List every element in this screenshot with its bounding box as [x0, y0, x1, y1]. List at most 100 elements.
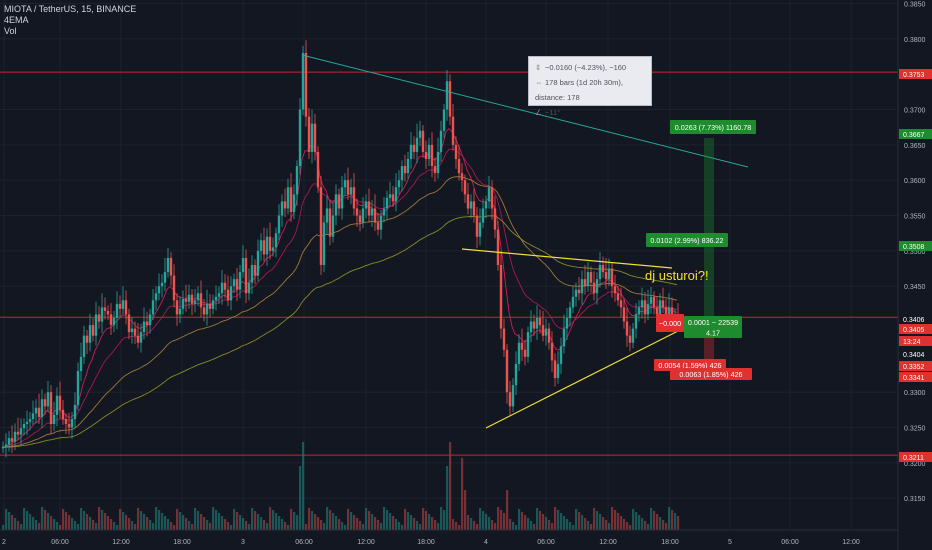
candle-body: [184, 298, 188, 302]
volume-bar: [146, 517, 149, 530]
volume-bar: [284, 522, 287, 530]
price-axis-label: 0.3406: [903, 317, 925, 324]
volume-bar: [53, 519, 56, 530]
x-tick-label: 12:00: [842, 539, 860, 546]
x-tick-label: 2: [2, 539, 6, 546]
candle-body: [145, 321, 149, 326]
volume-bar: [272, 510, 275, 530]
candle-body: [208, 303, 212, 309]
candle-body: [328, 208, 332, 237]
candle-body: [148, 314, 152, 326]
volume-bar: [584, 518, 587, 530]
price-axis-label: 0.3405: [903, 327, 925, 334]
volume-bar: [290, 509, 293, 530]
ema-indicator-label[interactable]: 4EMA: [4, 15, 29, 25]
trade-label-text: 0.0102 (2.99%) 836.22: [650, 236, 723, 245]
candle-body: [82, 335, 86, 357]
candle-body: [244, 257, 248, 294]
candle-body: [430, 144, 434, 167]
candle-body: [52, 414, 56, 424]
volume-bar: [326, 507, 329, 530]
candle-body: [655, 307, 659, 315]
volume-bar: [416, 521, 419, 530]
candle-body: [163, 272, 167, 283]
volume-bar: [392, 516, 395, 530]
candle-body: [97, 314, 101, 322]
candle-body: [523, 349, 527, 357]
volume-bar: [452, 519, 455, 530]
price-range-icon: ⇕: [535, 63, 542, 72]
volume-bar: [98, 507, 101, 530]
candle-body: [463, 180, 467, 195]
candle-body: [343, 180, 347, 188]
price-axis[interactable]: 0.3850 0.3800 0.3700 0.3650 0.3600 0.3550 0.35…: [897, 0, 932, 550]
candle-body: [643, 300, 647, 315]
volume-bar: [650, 508, 653, 530]
candle-body: [223, 282, 227, 290]
volume-bars: [2, 442, 680, 530]
volume-bar: [317, 517, 320, 530]
measure-bars-row: ⇔ 178 bars (1d 20h 30m), distance: 178: [535, 75, 651, 105]
candle-body: [652, 296, 656, 308]
volume-bar: [641, 518, 644, 530]
volume-bar: [308, 508, 311, 530]
volume-bar: [314, 514, 317, 530]
volume-bar: [8, 512, 11, 530]
candle-body: [7, 438, 11, 445]
volume-bar: [182, 515, 185, 530]
candle-body: [340, 187, 344, 209]
candle-body: [514, 363, 518, 386]
price-axis-label-box: [899, 324, 932, 334]
volume-bar: [575, 509, 578, 530]
volume-bar: [614, 510, 617, 530]
volume-bar: [20, 524, 23, 530]
volume-bar: [494, 523, 497, 530]
candle-body: [520, 342, 524, 350]
candle-body: [118, 303, 122, 309]
candle-body: [406, 159, 410, 174]
volume-bar: [209, 523, 212, 530]
text-annotation[interactable]: dj usturoi?!: [645, 268, 709, 283]
volume-bar: [275, 513, 278, 530]
volume-bar: [5, 509, 8, 530]
candle-body: [418, 130, 422, 138]
volume-bar: [644, 521, 647, 530]
long-target-zone: [704, 138, 714, 318]
volume-bar: [260, 517, 263, 530]
volume-bar: [110, 519, 113, 530]
symbol-title[interactable]: MIOTA / TetherUS, 15, BINANCE: [4, 4, 137, 14]
candle-body: [637, 307, 641, 315]
candle-body: [526, 332, 530, 357]
volume-bar: [425, 511, 428, 530]
volume-bar: [62, 509, 65, 530]
candle-body: [346, 180, 350, 195]
x-tick-label: 06:00: [537, 539, 555, 546]
candle-body: [619, 300, 623, 308]
time-axis[interactable]: 2 06:00 12:00 18:00 3 06:00 12:00 18:00 4 06:00 12…: [0, 529, 898, 546]
candle-body: [31, 413, 35, 420]
volume-bar: [620, 516, 623, 530]
candle-body: [568, 307, 572, 318]
y-tick-label: 0.3850: [904, 2, 926, 9]
volume-bar: [341, 522, 344, 530]
candle-body: [58, 395, 62, 410]
candle-body: [466, 194, 470, 209]
candle-body: [565, 318, 569, 329]
candle-body: [622, 307, 626, 322]
volume-bar: [152, 523, 155, 530]
candle-body: [175, 300, 179, 315]
candle-body: [454, 144, 458, 159]
trade-label-box: [670, 120, 756, 134]
candle-body: [442, 109, 446, 131]
volume-bar: [545, 517, 548, 530]
volume-indicator-label[interactable]: Vol: [4, 26, 17, 36]
volume-bar: [410, 515, 413, 530]
candle-body: [670, 307, 674, 318]
volume-bar: [677, 516, 680, 530]
volume-bar: [329, 510, 332, 530]
volume-bar: [443, 510, 446, 530]
drawings: 0.0263 (7.73%) 1160.78 0.0102 (2.99%) 836…: [301, 54, 756, 429]
candle-body: [253, 265, 257, 276]
volume-bar: [671, 510, 674, 530]
